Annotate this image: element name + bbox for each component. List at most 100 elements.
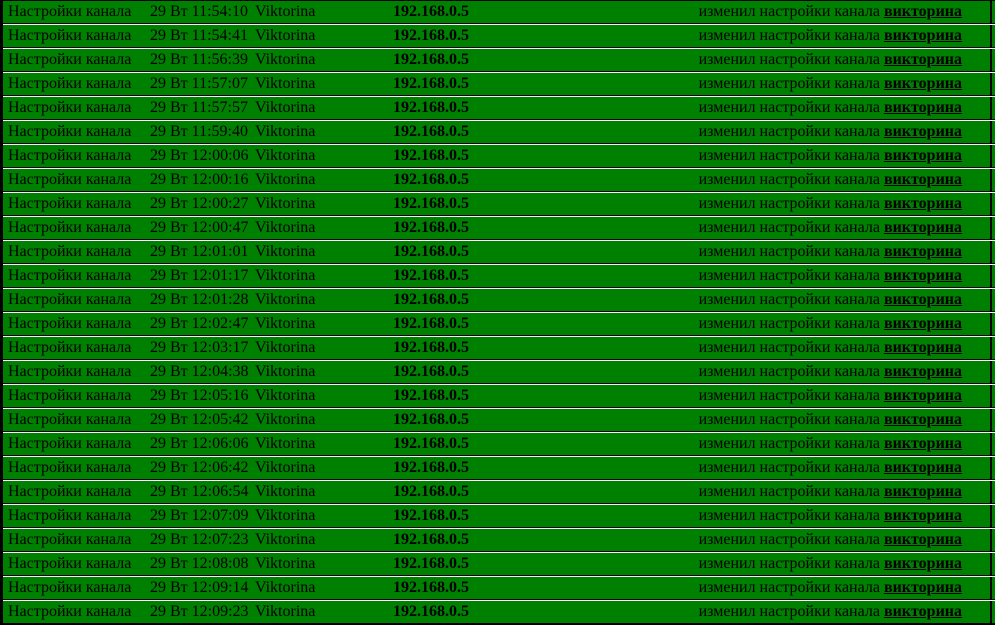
- ip-address-label: 192.168.0.5: [393, 555, 469, 572]
- row-right-sliver: [992, 97, 995, 119]
- log-row: Настройки канала 29 Вт 11:57:07 Viktorin…: [3, 73, 995, 96]
- channel-name-link[interactable]: викторина: [883, 315, 962, 332]
- log-row: Настройки канала 29 Вт 12:00:06 Viktorin…: [3, 145, 995, 168]
- log-row: Настройки канала 29 Вт 12:05:42 Viktorin…: [3, 409, 995, 432]
- message-prefix: изменил настройки канала: [698, 411, 880, 428]
- message-prefix: изменил настройки канала: [698, 27, 880, 44]
- row-right-sliver: [992, 529, 995, 551]
- channel-name-link[interactable]: викторина: [883, 435, 962, 452]
- log-row: Настройки канала 29 Вт 11:59:40 Viktorin…: [3, 121, 995, 144]
- channel-name-link[interactable]: викторина: [883, 387, 962, 404]
- username-label: Viktorina: [255, 507, 316, 524]
- channel-name-link[interactable]: викторина: [883, 3, 962, 20]
- username-label: Viktorina: [255, 459, 316, 476]
- message-prefix: изменил настройки канала: [698, 483, 880, 500]
- message-prefix: изменил настройки канала: [698, 147, 880, 164]
- channel-name-link[interactable]: викторина: [883, 51, 962, 68]
- row-right-sliver: [992, 217, 995, 239]
- channel-name-link[interactable]: викторина: [883, 171, 962, 188]
- row-right-sliver: [992, 361, 995, 383]
- row-right-sliver: [992, 409, 995, 431]
- message-prefix: изменил настройки канала: [698, 363, 880, 380]
- channel-name-link[interactable]: викторина: [883, 459, 962, 476]
- log-row: Настройки канала 29 Вт 12:00:47 Viktorin…: [3, 217, 995, 240]
- action-label: Настройки канала: [8, 339, 132, 356]
- channel-name-link[interactable]: викторина: [883, 339, 962, 356]
- channel-name-link[interactable]: викторина: [883, 243, 962, 260]
- message-prefix: изменил настройки канала: [698, 579, 880, 596]
- timestamp-label: 29 Вт 12:03:17: [150, 339, 249, 356]
- channel-name-link[interactable]: викторина: [883, 555, 962, 572]
- channel-name-link[interactable]: викторина: [883, 363, 962, 380]
- channel-name-link[interactable]: викторина: [883, 75, 962, 92]
- channel-name-link[interactable]: викторина: [883, 291, 962, 308]
- channel-name-link[interactable]: викторина: [883, 147, 962, 164]
- row-right-sliver: [992, 313, 995, 335]
- channel-name-link[interactable]: викторина: [883, 123, 962, 140]
- timestamp-label: 29 Вт 12:06:54: [150, 483, 249, 500]
- channel-name-link[interactable]: викторина: [883, 267, 962, 284]
- timestamp-label: 29 Вт 12:01:01: [150, 243, 249, 260]
- message-prefix: изменил настройки канала: [698, 531, 880, 548]
- username-label: Viktorina: [255, 387, 316, 404]
- channel-name-link[interactable]: викторина: [883, 507, 962, 524]
- message-text: изменил настройки канала викторина: [593, 145, 990, 167]
- timestamp-label: 29 Вт 12:06:06: [150, 435, 249, 452]
- message-text: изменил настройки канала викторина: [593, 265, 990, 287]
- row-right-sliver: [992, 505, 995, 527]
- timestamp-label: 29 Вт 12:09:23: [150, 603, 249, 620]
- message-prefix: изменил настройки канала: [698, 3, 880, 20]
- action-label: Настройки канала: [8, 267, 132, 284]
- log-row-main: Настройки канала 29 Вт 11:54:41 Viktorin…: [3, 25, 992, 47]
- log-row: Настройки канала 29 Вт 12:09:23 Viktorin…: [3, 601, 995, 624]
- message-prefix: изменил настройки канала: [698, 219, 880, 236]
- message-text: изменил настройки канала викторина: [593, 193, 990, 215]
- action-label: Настройки канала: [8, 579, 132, 596]
- channel-name-link[interactable]: викторина: [883, 99, 962, 116]
- row-right-sliver: [992, 265, 995, 287]
- row-right-sliver: [992, 457, 995, 479]
- channel-name-link[interactable]: викторина: [883, 411, 962, 428]
- username-label: Viktorina: [255, 27, 316, 44]
- log-row-main: Настройки канала 29 Вт 11:57:57 Viktorin…: [3, 97, 992, 119]
- channel-name-link[interactable]: викторина: [883, 483, 962, 500]
- message-prefix: изменил настройки канала: [698, 603, 880, 620]
- channel-name-link[interactable]: викторина: [883, 531, 962, 548]
- message-text: изменил настройки канала викторина: [593, 457, 990, 479]
- action-label: Настройки канала: [8, 507, 132, 524]
- action-label: Настройки канала: [8, 291, 132, 308]
- message-prefix: изменил настройки канала: [698, 555, 880, 572]
- message-text: изменил настройки канала викторина: [593, 577, 990, 599]
- action-label: Настройки канала: [8, 363, 132, 380]
- message-text: изменил настройки канала викторина: [593, 553, 990, 575]
- ip-address-label: 192.168.0.5: [393, 219, 469, 236]
- ip-address-label: 192.168.0.5: [393, 435, 469, 452]
- row-right-sliver: [992, 49, 995, 71]
- log-row-main: Настройки канала 29 Вт 12:09:23 Viktorin…: [3, 601, 992, 623]
- username-label: Viktorina: [255, 51, 316, 68]
- log-row: Настройки канала 29 Вт 11:57:57 Viktorin…: [3, 97, 995, 120]
- row-right-sliver: [992, 193, 995, 215]
- username-label: Viktorina: [255, 243, 316, 260]
- timestamp-label: 29 Вт 12:01:28: [150, 291, 249, 308]
- action-label: Настройки канала: [8, 555, 132, 572]
- log-row-main: Настройки канала 29 Вт 12:01:17 Viktorin…: [3, 265, 992, 287]
- log-row-main: Настройки канала 29 Вт 12:06:42 Viktorin…: [3, 457, 992, 479]
- log-row-main: Настройки канала 29 Вт 12:05:16 Viktorin…: [3, 385, 992, 407]
- message-prefix: изменил настройки канала: [698, 339, 880, 356]
- timestamp-label: 29 Вт 12:00:16: [150, 171, 249, 188]
- username-label: Viktorina: [255, 363, 316, 380]
- channel-name-link[interactable]: викторина: [883, 603, 962, 620]
- username-label: Viktorina: [255, 555, 316, 572]
- timestamp-label: 29 Вт 11:57:07: [150, 75, 248, 92]
- action-label: Настройки канала: [8, 531, 132, 548]
- channel-name-link[interactable]: викторина: [883, 219, 962, 236]
- ip-address-label: 192.168.0.5: [393, 3, 469, 20]
- channel-name-link[interactable]: викторина: [883, 27, 962, 44]
- action-label: Настройки канала: [8, 123, 132, 140]
- message-text: изменил настройки канала викторина: [593, 529, 990, 551]
- channel-name-link[interactable]: викторина: [883, 195, 962, 212]
- channel-name-link[interactable]: викторина: [883, 579, 962, 596]
- action-label: Настройки канала: [8, 195, 132, 212]
